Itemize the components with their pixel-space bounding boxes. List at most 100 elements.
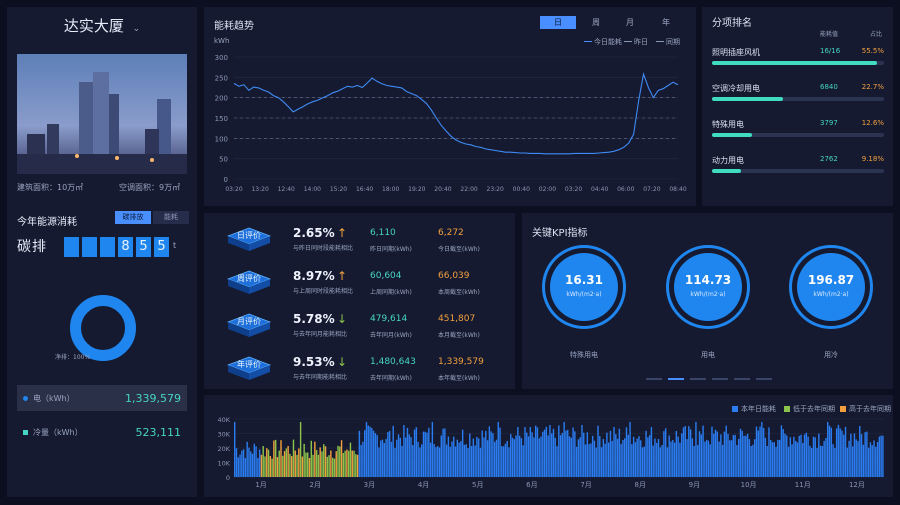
ranking-item-value: 2762 bbox=[820, 155, 838, 163]
annual-bar bbox=[319, 447, 321, 477]
electric-summary[interactable]: 电（kWh） 1,339,579 bbox=[17, 385, 187, 411]
annual-bar bbox=[449, 446, 451, 477]
ranking-item-pct: 55.5% bbox=[861, 47, 884, 55]
annual-bar bbox=[656, 442, 658, 477]
kpi-page-dot[interactable] bbox=[668, 378, 684, 380]
trend-y-tick: 150 bbox=[215, 115, 228, 123]
annual-bar bbox=[693, 446, 695, 477]
toggle-carbon[interactable]: 碳排放 bbox=[115, 211, 151, 224]
annual-bar bbox=[397, 434, 400, 477]
annual-bar bbox=[340, 440, 343, 477]
annual-bar bbox=[711, 426, 713, 477]
building-selector[interactable]: 达实大厦 ⌄ bbox=[7, 15, 197, 36]
annual-bar bbox=[814, 437, 816, 477]
arrow-down-icon: ↓ bbox=[337, 312, 348, 326]
annual-bar bbox=[385, 438, 387, 477]
annual-bar bbox=[387, 432, 389, 477]
annual-bar bbox=[420, 444, 423, 477]
annual-bar bbox=[739, 428, 742, 477]
annual-bar bbox=[365, 421, 368, 477]
annual-month-tick: 3月 bbox=[364, 481, 375, 489]
cooling-summary[interactable]: 冷量（kWh） 523,111 bbox=[17, 419, 187, 445]
kpi-page-dot[interactable] bbox=[712, 378, 728, 380]
annual-bar bbox=[807, 436, 809, 477]
evaluation-current-value: 6,272 bbox=[438, 228, 464, 238]
annual-bar bbox=[659, 447, 662, 477]
annual-bar bbox=[520, 438, 523, 477]
annual-bar bbox=[492, 433, 494, 477]
annual-bar bbox=[725, 425, 727, 477]
annual-bar bbox=[241, 450, 243, 477]
annual-month-tick: 1月 bbox=[255, 481, 266, 489]
trend-x-tick: 16:40 bbox=[356, 186, 373, 193]
legend-today: 今日能耗 bbox=[584, 37, 622, 47]
trend-x-tick: 02:00 bbox=[539, 186, 556, 193]
annual-bar bbox=[335, 451, 337, 477]
kpi-page-dot[interactable] bbox=[646, 378, 662, 380]
carbon-label: 碳排 bbox=[17, 239, 47, 255]
ranking-item-pct: 9.18% bbox=[861, 155, 884, 163]
annual-bar bbox=[616, 438, 619, 477]
annual-bar bbox=[308, 458, 311, 477]
annual-bar bbox=[624, 438, 626, 477]
evaluation-cube-icon: 月评价 bbox=[226, 313, 272, 337]
annual-bar bbox=[422, 431, 425, 477]
annual-bar bbox=[860, 434, 863, 477]
annual-bar bbox=[310, 440, 312, 477]
annual-bar bbox=[474, 445, 476, 477]
evaluation-desc: 与去年同月能耗相比 bbox=[293, 331, 348, 338]
annual-bar bbox=[276, 457, 279, 477]
trend-y-tick: 200 bbox=[215, 95, 228, 103]
annual-bar bbox=[242, 449, 245, 477]
annual-y-tick: 30K bbox=[217, 431, 230, 439]
evaluation-row: 月评价 5.78% ↓ 与去年同月能耗相比 479,614 去年同月(kWh) 451,80… bbox=[204, 305, 515, 347]
annual-bar bbox=[355, 454, 357, 477]
annual-bar bbox=[754, 439, 756, 477]
annual-bar bbox=[267, 449, 270, 477]
annual-bar bbox=[727, 433, 729, 477]
annual-bar bbox=[494, 441, 496, 477]
annual-bar bbox=[437, 446, 439, 477]
tab-month[interactable]: 月 bbox=[626, 18, 634, 27]
annual-month-tick: 7月 bbox=[580, 481, 591, 489]
annual-bar bbox=[697, 444, 699, 477]
kpi-page-dot[interactable] bbox=[690, 378, 706, 380]
annual-bar bbox=[536, 427, 539, 477]
annual-bar bbox=[768, 427, 770, 477]
tab-year[interactable]: 年 bbox=[662, 18, 670, 27]
annual-bar bbox=[506, 440, 508, 477]
annual-bar bbox=[534, 425, 537, 477]
tab-week[interactable]: 周 bbox=[592, 18, 600, 27]
kpi-value: 196.87 bbox=[807, 273, 855, 287]
kpi-page-dot[interactable] bbox=[756, 378, 772, 380]
annual-bar bbox=[301, 456, 304, 477]
annual-bar bbox=[515, 435, 517, 477]
annual-bar bbox=[305, 452, 307, 477]
annual-bar bbox=[239, 454, 241, 477]
annual-bar bbox=[832, 444, 834, 477]
ranking-bar-fill bbox=[712, 97, 783, 101]
annual-bar bbox=[597, 425, 599, 477]
annual-bar bbox=[561, 432, 564, 477]
ranking-item-pct: 12.6% bbox=[861, 119, 884, 127]
annual-bar bbox=[565, 430, 567, 477]
energy-title: 今年能源消耗 bbox=[17, 217, 77, 228]
annual-bar bbox=[527, 436, 530, 477]
annual-bar bbox=[374, 433, 377, 477]
annual-bar bbox=[401, 445, 403, 477]
annual-bar bbox=[837, 424, 840, 477]
annual-bar bbox=[255, 446, 257, 477]
trend-x-tick: 19:20 bbox=[408, 186, 425, 193]
tab-day[interactable]: 日 bbox=[540, 16, 576, 29]
kpi-page-dot[interactable] bbox=[734, 378, 750, 380]
annual-panel: 本年日能耗 低于去年同期 高于去年同期 0 10K 20K 30K 40K 1月 2月 3月 4… bbox=[204, 395, 893, 497]
ranking-bar-fill bbox=[712, 133, 752, 137]
annual-bar bbox=[253, 443, 256, 477]
toggle-energy[interactable]: 能耗 bbox=[153, 211, 189, 224]
annual-bar bbox=[800, 434, 802, 477]
trend-y-tick: 50 bbox=[219, 156, 228, 164]
annual-bar bbox=[784, 433, 786, 477]
annual-bar bbox=[777, 439, 779, 477]
annual-bar bbox=[285, 448, 288, 477]
annual-bar bbox=[524, 427, 526, 477]
